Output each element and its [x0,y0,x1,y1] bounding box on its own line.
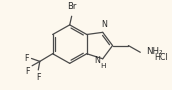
Text: N: N [101,20,107,29]
Text: F: F [24,54,29,63]
Text: F: F [26,67,30,76]
Text: Br: Br [67,2,76,11]
Text: NH₂: NH₂ [146,47,163,56]
Text: H: H [100,63,105,69]
Text: F: F [36,73,41,82]
Text: N: N [94,56,100,65]
Text: HCl: HCl [154,53,168,62]
